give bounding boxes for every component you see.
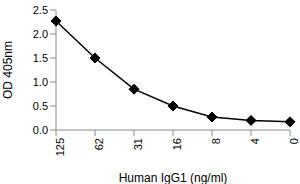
svg-text:16: 16: [171, 138, 183, 150]
svg-text:125: 125: [54, 138, 66, 156]
svg-text:4: 4: [249, 138, 261, 144]
svg-text:62: 62: [93, 138, 105, 150]
svg-text:Human IgG1 (ng/ml): Human IgG1 (ng/ml): [119, 171, 228, 184]
svg-text:0: 0: [288, 138, 292, 144]
svg-text:2.5: 2.5: [33, 4, 48, 16]
svg-text:1.5: 1.5: [33, 52, 48, 64]
svg-text:0.0: 0.0: [33, 124, 48, 136]
svg-text:2.0: 2.0: [33, 28, 48, 40]
svg-text:31: 31: [132, 138, 144, 150]
svg-text:1.0: 1.0: [33, 76, 48, 88]
svg-text:8: 8: [210, 138, 222, 144]
svg-text:OD 405nm: OD 405nm: [8, 41, 15, 99]
svg-text:0.5: 0.5: [33, 100, 48, 112]
